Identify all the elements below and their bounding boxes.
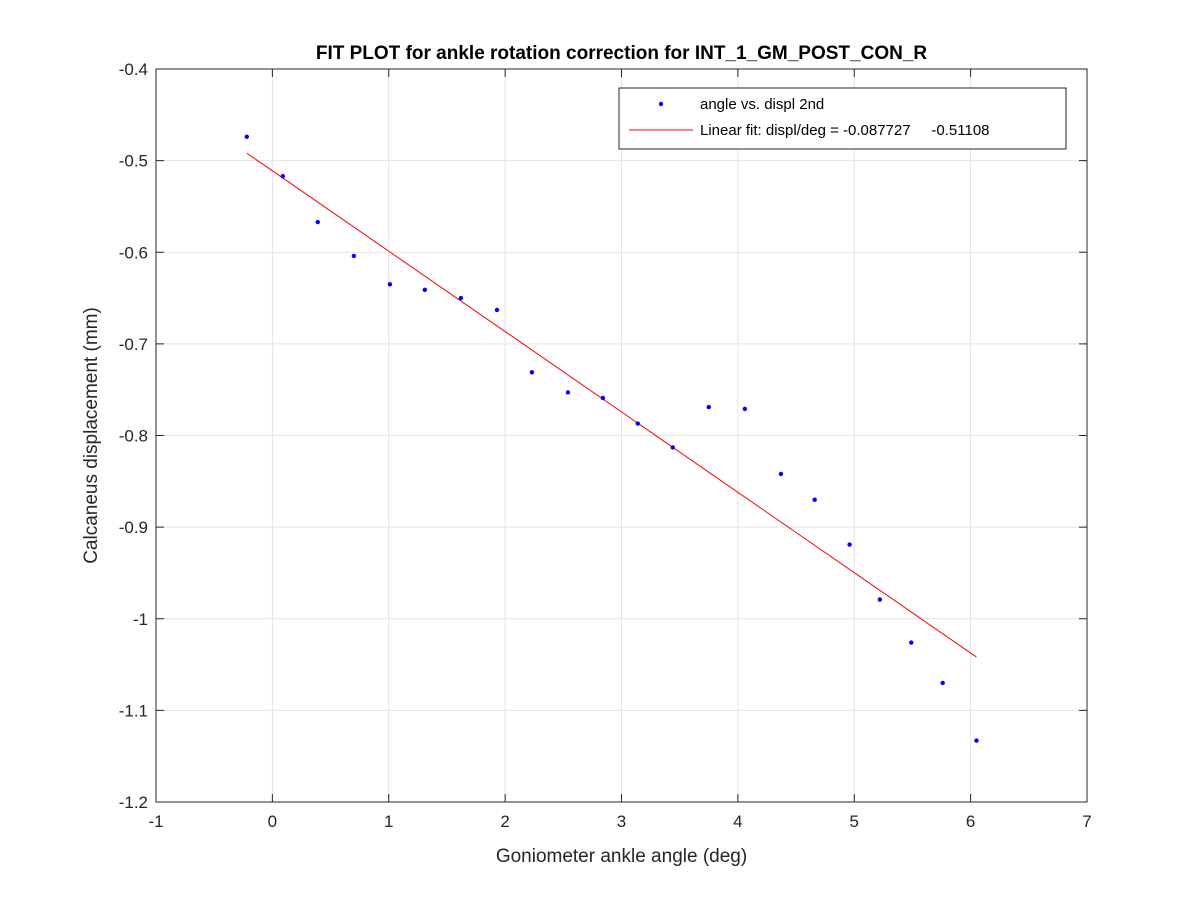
legend-marker-scatter — [658, 101, 664, 107]
data-point — [877, 597, 883, 602]
y-tick-label: -0.7 — [119, 335, 148, 354]
y-tick-label: -0.4 — [119, 60, 148, 79]
legend-label-scatter: angle vs. displ 2nd — [700, 96, 824, 113]
x-tick-label: 4 — [733, 812, 742, 831]
x-tick-label: 1 — [384, 812, 393, 831]
data-point — [244, 134, 249, 140]
tick-layer: -1 0 1 2 3 4 5 6 7 -1.2 -1.1 -1 -0.9 -0.8 -0.7 -0.6 -0.5… — [119, 60, 1092, 831]
data-point — [940, 680, 945, 686]
data-point — [458, 295, 464, 301]
chart-title: FIT PLOT for ankle rotation correction f… — [316, 43, 928, 64]
y-tick-label: -1.1 — [119, 701, 148, 720]
y-axis-label: Calcaneus displacement (mm) — [81, 307, 102, 564]
y-tick-label: -0.6 — [119, 243, 148, 262]
y-tick-label: -1.2 — [119, 793, 148, 812]
x-tick-label: 2 — [500, 812, 509, 831]
data-point — [974, 738, 979, 743]
data-point — [847, 542, 852, 547]
data-point — [351, 253, 357, 259]
y-tick-label: -0.5 — [119, 152, 148, 171]
data-point — [280, 174, 286, 179]
legend-label-fit: Linear fit: displ/deg = -0.087727 -0.511… — [700, 122, 990, 139]
data-point — [387, 282, 393, 287]
data-point — [494, 307, 500, 313]
data-point — [909, 640, 914, 645]
data-point — [778, 471, 784, 477]
data-point — [812, 497, 817, 502]
data-point — [670, 445, 675, 450]
x-tick-label: 0 — [268, 812, 277, 831]
data-point — [315, 219, 320, 225]
legend-box — [618, 87, 1067, 150]
x-axis-label: Goniometer ankle angle (deg) — [496, 846, 747, 867]
data-layer — [244, 134, 979, 743]
y-tick-label: -1 — [133, 610, 148, 629]
data-point — [635, 421, 640, 426]
y-tick-label: -0.8 — [119, 427, 148, 446]
data-point — [706, 404, 711, 410]
data-point — [600, 395, 606, 401]
x-tick-label: 3 — [617, 812, 626, 831]
data-point — [565, 390, 571, 395]
data-point — [529, 370, 535, 375]
y-tick-label: -0.9 — [119, 518, 148, 537]
data-point — [742, 406, 748, 412]
legend: angle vs. displ 2nd Linear fit: displ/de… — [618, 87, 1067, 150]
fit-line — [246, 152, 977, 658]
data-point — [422, 287, 428, 293]
x-tick-label: 7 — [1082, 812, 1091, 831]
x-tick-label: 5 — [850, 812, 859, 831]
x-tick-label: 6 — [966, 812, 975, 831]
x-tick-label: -1 — [148, 812, 163, 831]
